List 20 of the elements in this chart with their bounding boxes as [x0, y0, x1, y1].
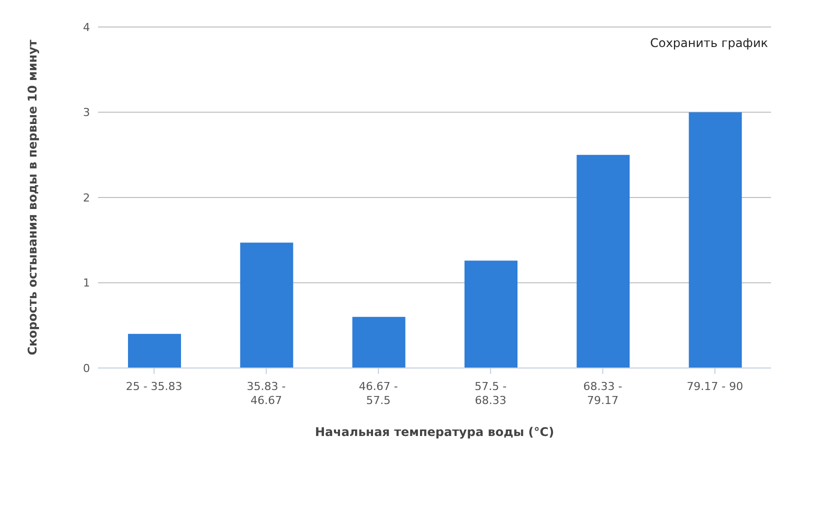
x-tick-label: 25 - 35.83	[126, 380, 182, 393]
bar	[352, 316, 406, 368]
x-tick-label: 35.83 - 46.67	[246, 380, 286, 407]
bar	[128, 334, 181, 368]
bar	[576, 154, 630, 368]
y-tick-label: 2	[83, 191, 90, 204]
bar	[464, 260, 518, 368]
y-tick-label: 1	[83, 276, 90, 290]
y-tick-label: 4	[83, 20, 90, 34]
x-tick-label: 57.5 - 68.33	[474, 380, 507, 407]
annotation: Сохранить график	[650, 36, 768, 50]
x-axis-title: Начальная температура воды (°C)	[314, 425, 554, 439]
y-tick-label: 3	[83, 106, 90, 120]
x-tick-label: 68.33 - 79.17	[583, 380, 622, 407]
x-tick-label: 79.17 - 90	[686, 380, 744, 393]
y-axis-title: Скорость остывания воды в первые 10 минут	[25, 40, 40, 356]
y-tick-label: 0	[83, 362, 90, 375]
bar	[688, 112, 742, 368]
x-tick-label: 46.67 - 57.5	[358, 380, 398, 407]
bar	[240, 242, 294, 368]
